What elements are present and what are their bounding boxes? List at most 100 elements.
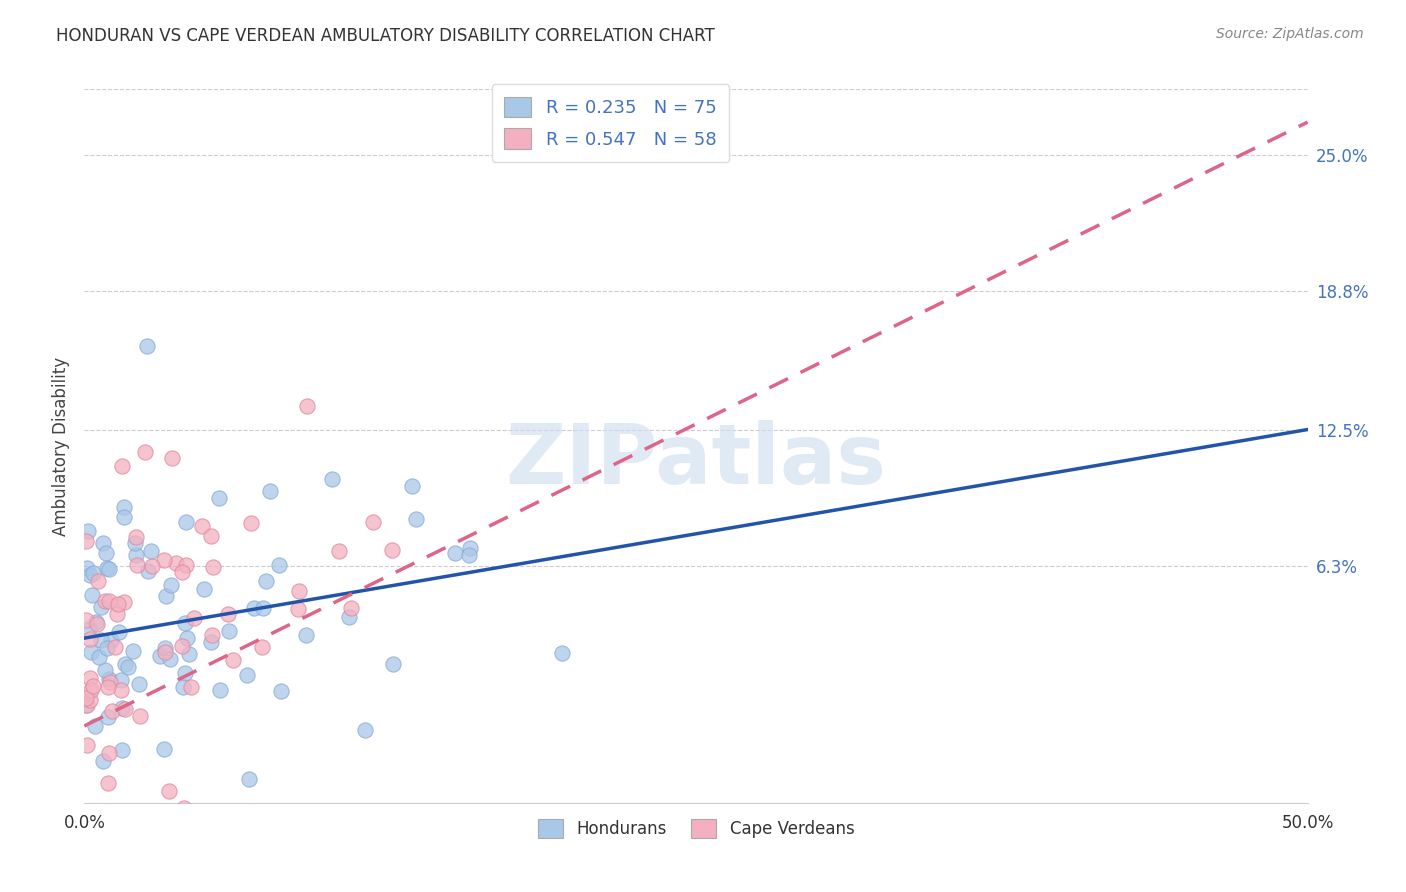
Point xyxy=(222,653,245,667)
Point xyxy=(160,451,183,466)
Point xyxy=(96,546,118,560)
Point xyxy=(172,680,194,694)
Point xyxy=(381,542,404,557)
Point xyxy=(114,657,136,672)
Point xyxy=(90,633,112,648)
Point xyxy=(288,584,311,599)
Point xyxy=(104,640,127,654)
Point xyxy=(112,595,135,609)
Point xyxy=(208,682,231,697)
Point xyxy=(259,483,281,498)
Point xyxy=(173,800,195,814)
Point xyxy=(96,561,118,575)
Text: ZIPatlas: ZIPatlas xyxy=(506,420,886,500)
Point xyxy=(550,646,572,660)
Point xyxy=(200,529,222,543)
Point xyxy=(125,558,148,572)
Point xyxy=(193,582,215,596)
Point xyxy=(149,648,172,663)
Point xyxy=(91,754,114,768)
Point xyxy=(111,701,134,715)
Point xyxy=(217,607,239,621)
Point xyxy=(170,566,193,580)
Point xyxy=(110,683,132,698)
Point xyxy=(202,560,225,574)
Point xyxy=(328,543,350,558)
Point xyxy=(191,519,214,533)
Point xyxy=(75,613,97,627)
Point xyxy=(165,556,187,570)
Point xyxy=(173,665,195,680)
Point xyxy=(200,635,222,649)
Point xyxy=(97,672,120,686)
Point xyxy=(173,615,195,630)
Point xyxy=(153,641,176,656)
Point xyxy=(354,723,377,737)
Point xyxy=(457,548,479,562)
Point xyxy=(159,651,181,665)
Point xyxy=(86,616,108,631)
Point xyxy=(91,536,114,550)
Point xyxy=(340,601,363,615)
Point xyxy=(134,445,156,459)
Point xyxy=(112,509,135,524)
Point xyxy=(239,516,262,530)
Point xyxy=(76,738,98,752)
Point xyxy=(83,719,105,733)
Point xyxy=(401,478,423,492)
Text: HONDURAN VS CAPE VERDEAN AMBULATORY DISABILITY CORRELATION CHART: HONDURAN VS CAPE VERDEAN AMBULATORY DISA… xyxy=(56,27,716,45)
Point xyxy=(294,627,316,641)
Point xyxy=(174,516,197,530)
Point xyxy=(117,660,139,674)
Point xyxy=(110,673,132,687)
Point xyxy=(337,610,360,624)
Point xyxy=(135,339,157,353)
Point xyxy=(218,624,240,638)
Point xyxy=(98,675,121,690)
Text: Source: ZipAtlas.com: Source: ZipAtlas.com xyxy=(1216,27,1364,41)
Point xyxy=(180,680,202,694)
Point xyxy=(94,594,117,608)
Point xyxy=(87,574,110,588)
Point xyxy=(100,632,122,647)
Point xyxy=(208,491,231,505)
Point xyxy=(128,677,150,691)
Point xyxy=(201,628,224,642)
Point xyxy=(82,566,104,580)
Point xyxy=(405,511,427,525)
Point xyxy=(76,561,98,575)
Point xyxy=(107,597,129,611)
Point xyxy=(97,813,120,827)
Point xyxy=(96,641,118,656)
Point xyxy=(97,562,120,576)
Point xyxy=(76,698,98,712)
Point xyxy=(111,743,134,757)
Point xyxy=(114,702,136,716)
Point xyxy=(124,535,146,549)
Point xyxy=(75,533,97,548)
Point xyxy=(160,578,183,592)
Point xyxy=(111,458,134,473)
Point xyxy=(170,639,193,653)
Point xyxy=(238,772,260,786)
Point xyxy=(82,679,104,693)
Point xyxy=(458,541,481,555)
Point xyxy=(242,600,264,615)
Point xyxy=(152,553,174,567)
Point xyxy=(252,601,274,615)
Point xyxy=(97,710,120,724)
Point xyxy=(79,568,101,582)
Point xyxy=(75,698,97,712)
Point xyxy=(101,704,124,718)
Point xyxy=(97,775,120,789)
Point xyxy=(236,668,259,682)
Point xyxy=(141,559,163,574)
Point xyxy=(125,548,148,562)
Point xyxy=(297,400,319,414)
Point xyxy=(105,847,128,861)
Point xyxy=(79,622,101,636)
Point xyxy=(75,690,97,705)
Point xyxy=(444,546,467,560)
Point xyxy=(183,611,205,625)
Point xyxy=(80,588,103,602)
